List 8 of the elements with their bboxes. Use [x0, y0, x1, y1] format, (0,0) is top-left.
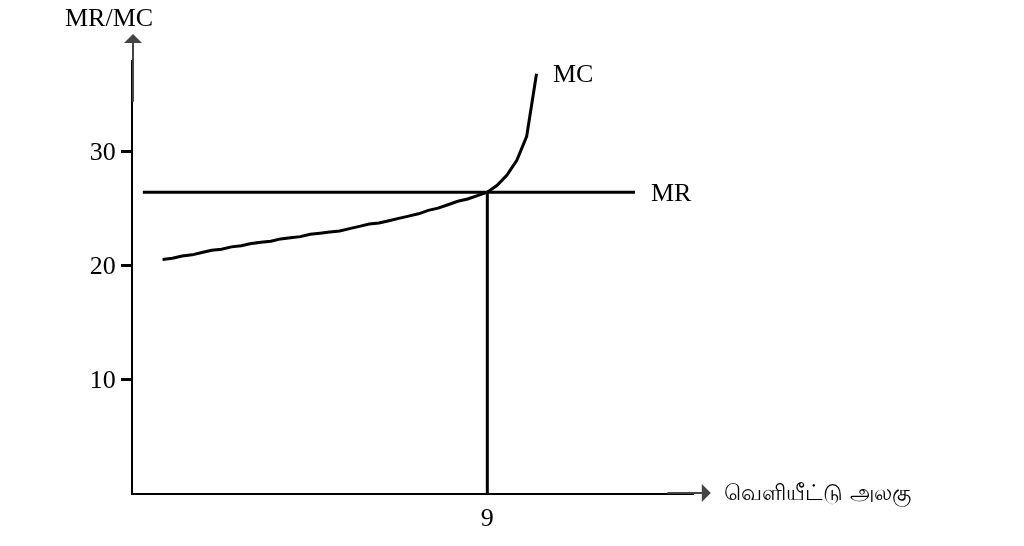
y-tick-label: 30 — [89, 137, 116, 167]
y-tick-label: 20 — [89, 251, 116, 281]
series-label: MC — [553, 59, 594, 88]
y-tick-label: 10 — [89, 365, 116, 395]
series-label: MR — [651, 178, 693, 207]
x-tick-label: 9 — [480, 503, 494, 533]
x-axis-title: வெளியீட்டு அலகு — [724, 480, 911, 507]
y-axis-title: MR/MC — [65, 3, 154, 32]
